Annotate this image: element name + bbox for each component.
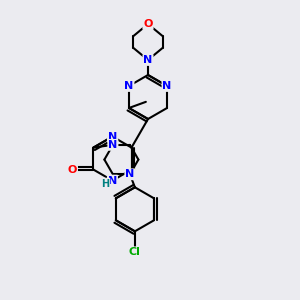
- Text: O: O: [68, 165, 77, 175]
- Text: N: N: [162, 81, 172, 91]
- Text: Cl: Cl: [129, 247, 141, 257]
- Text: N: N: [108, 132, 117, 142]
- Text: N: N: [143, 55, 153, 65]
- Text: O: O: [143, 19, 153, 29]
- Text: N: N: [108, 176, 117, 186]
- Text: N: N: [124, 81, 134, 91]
- Text: N: N: [108, 140, 118, 150]
- Text: N: N: [125, 169, 134, 179]
- Text: H: H: [101, 178, 110, 189]
